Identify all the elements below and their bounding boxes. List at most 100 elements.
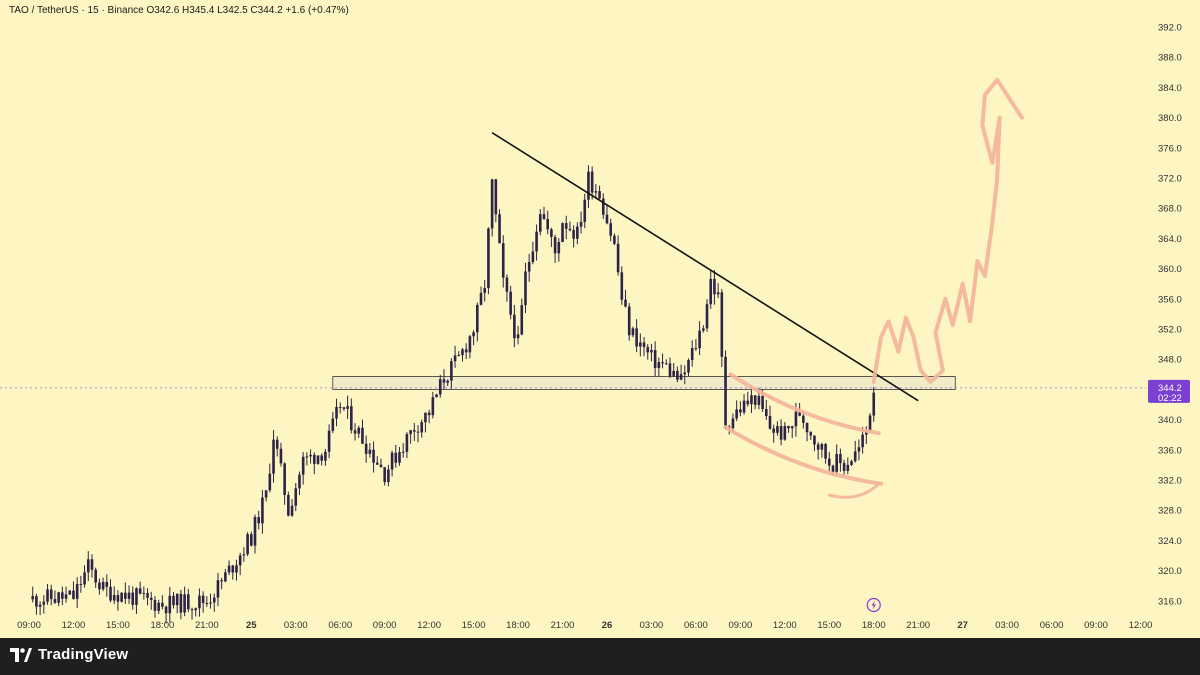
candle-body [238, 555, 242, 566]
price-tick-label: 360.0 [1158, 264, 1182, 275]
candle-body [235, 565, 238, 573]
candle-body [868, 415, 872, 431]
candle-body [175, 593, 179, 606]
candle-body [279, 448, 283, 464]
channel-lower-line [723, 425, 884, 486]
candle-body [835, 454, 838, 472]
candle-body [457, 355, 461, 357]
candle-body [264, 490, 268, 498]
candle-body [642, 342, 646, 348]
candle-body [524, 271, 527, 306]
candle-body [702, 328, 705, 331]
candle-body [379, 464, 383, 468]
candle-body [112, 595, 116, 601]
candle-body [205, 603, 209, 605]
candle-body [168, 595, 172, 614]
candle-body [242, 554, 246, 556]
candle-body [435, 394, 438, 398]
candle-body [494, 179, 498, 215]
candle-body [246, 534, 249, 555]
candle-body [327, 430, 331, 452]
candle-body [364, 443, 368, 454]
candle-body [75, 583, 79, 599]
candle-body [542, 214, 546, 219]
brand[interactable]: TradingView [10, 646, 128, 663]
candle-body [476, 304, 479, 333]
candle-body [53, 599, 57, 603]
channel-upper-line [728, 372, 881, 436]
candle-body [131, 592, 135, 605]
time-tick-label: 15:00 [462, 620, 486, 631]
candle-body [705, 304, 709, 329]
candle-body [757, 396, 761, 405]
price-tick-label: 316.0 [1158, 596, 1182, 607]
candle-body [698, 330, 701, 349]
candle-body [668, 363, 672, 376]
support-zone [332, 376, 956, 390]
candle-body [101, 581, 105, 590]
time-tick-label: 12:00 [1129, 620, 1153, 631]
candle-body [557, 242, 561, 254]
candle-body [424, 412, 427, 423]
candle-body [446, 380, 449, 383]
candle-body [598, 191, 601, 199]
candle-body [90, 559, 94, 570]
candle-body [142, 592, 146, 594]
candle-body [342, 407, 346, 409]
candle-body [161, 602, 164, 607]
candle-body [138, 588, 142, 594]
candle-body [720, 292, 724, 357]
candle-body [664, 363, 668, 365]
candle-body [309, 454, 312, 457]
candle-body [501, 243, 505, 278]
candle-body [538, 214, 542, 232]
candle-body [183, 594, 186, 613]
chart-pane[interactable]: 316.0320.0324.0328.0332.0336.0340.0344.0… [0, 0, 1200, 638]
candle-body [450, 361, 453, 381]
candle-body [216, 580, 220, 598]
candle-body [194, 608, 198, 611]
candle-body [350, 406, 353, 431]
price-tick-label: 356.0 [1158, 294, 1182, 305]
candle-body [713, 278, 716, 295]
candle-body [535, 231, 538, 252]
candle-body [361, 427, 364, 444]
candle-body [802, 415, 805, 423]
candle-body [190, 609, 194, 611]
time-tick-label: 21:00 [551, 620, 575, 631]
candle-body [831, 465, 835, 472]
candle-body [375, 462, 379, 465]
candle-body [816, 444, 820, 450]
candle-body [372, 449, 375, 463]
candle-body [135, 588, 138, 605]
candle-body [550, 229, 553, 237]
candle-body [120, 592, 123, 602]
candle-body [398, 452, 401, 463]
price-chart[interactable]: 316.0320.0324.0328.0332.0336.0340.0344.0… [0, 0, 1200, 638]
event-marker[interactable] [866, 597, 881, 613]
candle-body [442, 379, 446, 383]
candle-body [683, 372, 687, 375]
candle-body [335, 406, 338, 419]
price-tick-label: 392.0 [1158, 23, 1182, 34]
candle-body [764, 408, 768, 417]
time-tick-label: 09:00 [373, 620, 397, 631]
candle-body [694, 348, 698, 350]
candle-body [153, 599, 157, 611]
candle-body [798, 411, 801, 416]
candle-body [42, 601, 46, 605]
candle-body [820, 444, 824, 450]
candle-body [272, 439, 275, 474]
candle-body [616, 243, 620, 273]
candle-body [509, 291, 512, 315]
candle-body [783, 425, 787, 440]
candle-body [413, 430, 416, 432]
candle-body [790, 426, 794, 429]
candle-body [383, 467, 386, 482]
candle-body [38, 604, 42, 607]
candle-body [679, 374, 683, 380]
candle-body [857, 447, 861, 452]
candle-body [639, 342, 642, 347]
candle-body [357, 427, 361, 434]
candle-body [390, 452, 394, 470]
